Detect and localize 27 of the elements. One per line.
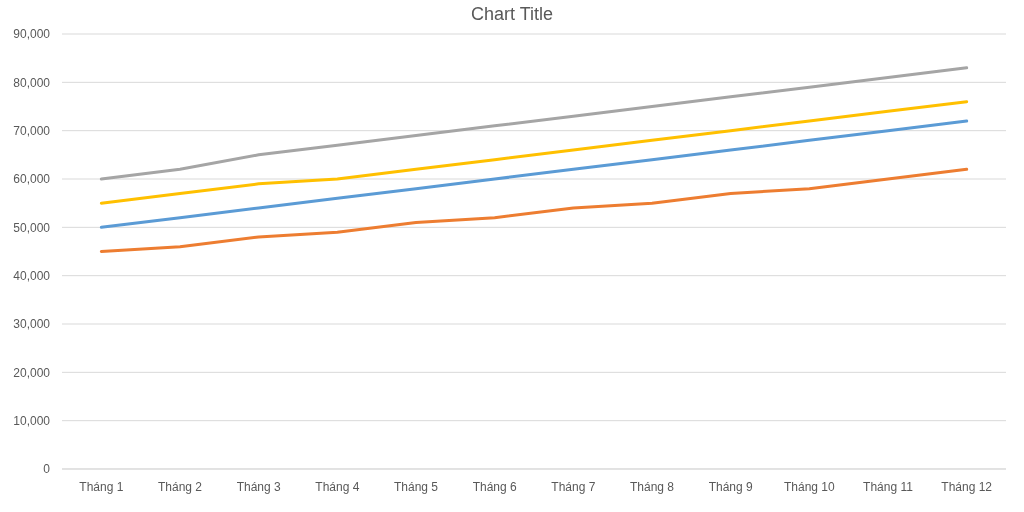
x-tick-label: Tháng 5 xyxy=(393,480,439,494)
chart-title: Chart Title xyxy=(470,4,554,24)
y-tick-label: 90,000 xyxy=(13,27,51,42)
line-series xyxy=(99,167,969,253)
line-series xyxy=(99,66,969,181)
y-tick-label: 30,000 xyxy=(13,317,51,332)
y-tick-label: 50,000 xyxy=(13,220,51,235)
x-tick-label: Tháng 4 xyxy=(315,480,360,494)
y-tick-label: 40,000 xyxy=(13,268,51,283)
line-series xyxy=(99,100,969,205)
x-tick-label: Tháng 7 xyxy=(551,480,596,494)
x-tick-label: Tháng 6 xyxy=(472,480,517,494)
y-tick-label: 80,000 xyxy=(13,75,51,90)
x-tick-label: Tháng 3 xyxy=(236,480,281,494)
line-series xyxy=(99,119,969,229)
y-tick-label: 70,000 xyxy=(13,123,51,138)
x-tick-label: Tháng 11 xyxy=(863,480,914,494)
y-tick-label: 60,000 xyxy=(13,172,51,187)
x-tick-label: Tháng 2 xyxy=(157,480,203,494)
x-tick-label: Tháng 10 xyxy=(783,480,836,494)
x-tick-label: Tháng 1 xyxy=(79,480,124,494)
y-tick-label: 10,000 xyxy=(13,413,51,428)
y-tick-label: 20,000 xyxy=(13,365,51,380)
x-tick-label: Tháng 9 xyxy=(708,480,753,494)
x-tick-label: Tháng 12 xyxy=(941,480,993,494)
x-tick-label: Tháng 8 xyxy=(629,480,675,494)
y-tick-label: 0 xyxy=(43,462,51,477)
